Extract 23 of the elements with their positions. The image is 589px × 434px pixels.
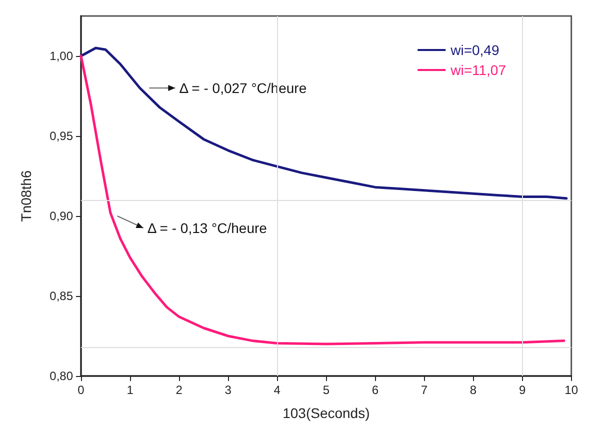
x-tick-label: 1 xyxy=(126,383,134,397)
legend-label: wi=0,49 xyxy=(450,42,500,58)
x-tick-label: 4 xyxy=(274,383,281,397)
y-axis-title: Tn08th6 xyxy=(18,170,34,222)
x-tick-label: 5 xyxy=(322,383,330,397)
x-tick-label: 9 xyxy=(518,383,526,397)
x-axis-title: 103(Seconds) xyxy=(282,405,370,421)
y-tick-label: 0,95 xyxy=(50,129,74,143)
y-tick-label: 0,85 xyxy=(50,289,74,303)
x-tick-label: 0 xyxy=(78,383,85,397)
x-tick-label: 7 xyxy=(420,383,428,397)
y-tick-label: 0,80 xyxy=(50,369,74,383)
y-tick-label: 0,90 xyxy=(50,209,74,223)
annotation: Δ = - 0,027 °C/heure xyxy=(179,80,307,96)
line-series xyxy=(80,46,568,200)
x-tick-label: 10 xyxy=(564,383,578,397)
legend-label: wi=11,07 xyxy=(450,62,506,78)
x-tick-label: 8 xyxy=(470,383,477,397)
x-tick-label: 3 xyxy=(224,383,232,397)
y-tick-label: 1,00 xyxy=(50,49,74,63)
x-tick-label: 6 xyxy=(372,383,379,397)
x-tick-label: 2 xyxy=(176,383,183,397)
annotation: Δ = - 0,13 °C/heure xyxy=(147,220,268,236)
